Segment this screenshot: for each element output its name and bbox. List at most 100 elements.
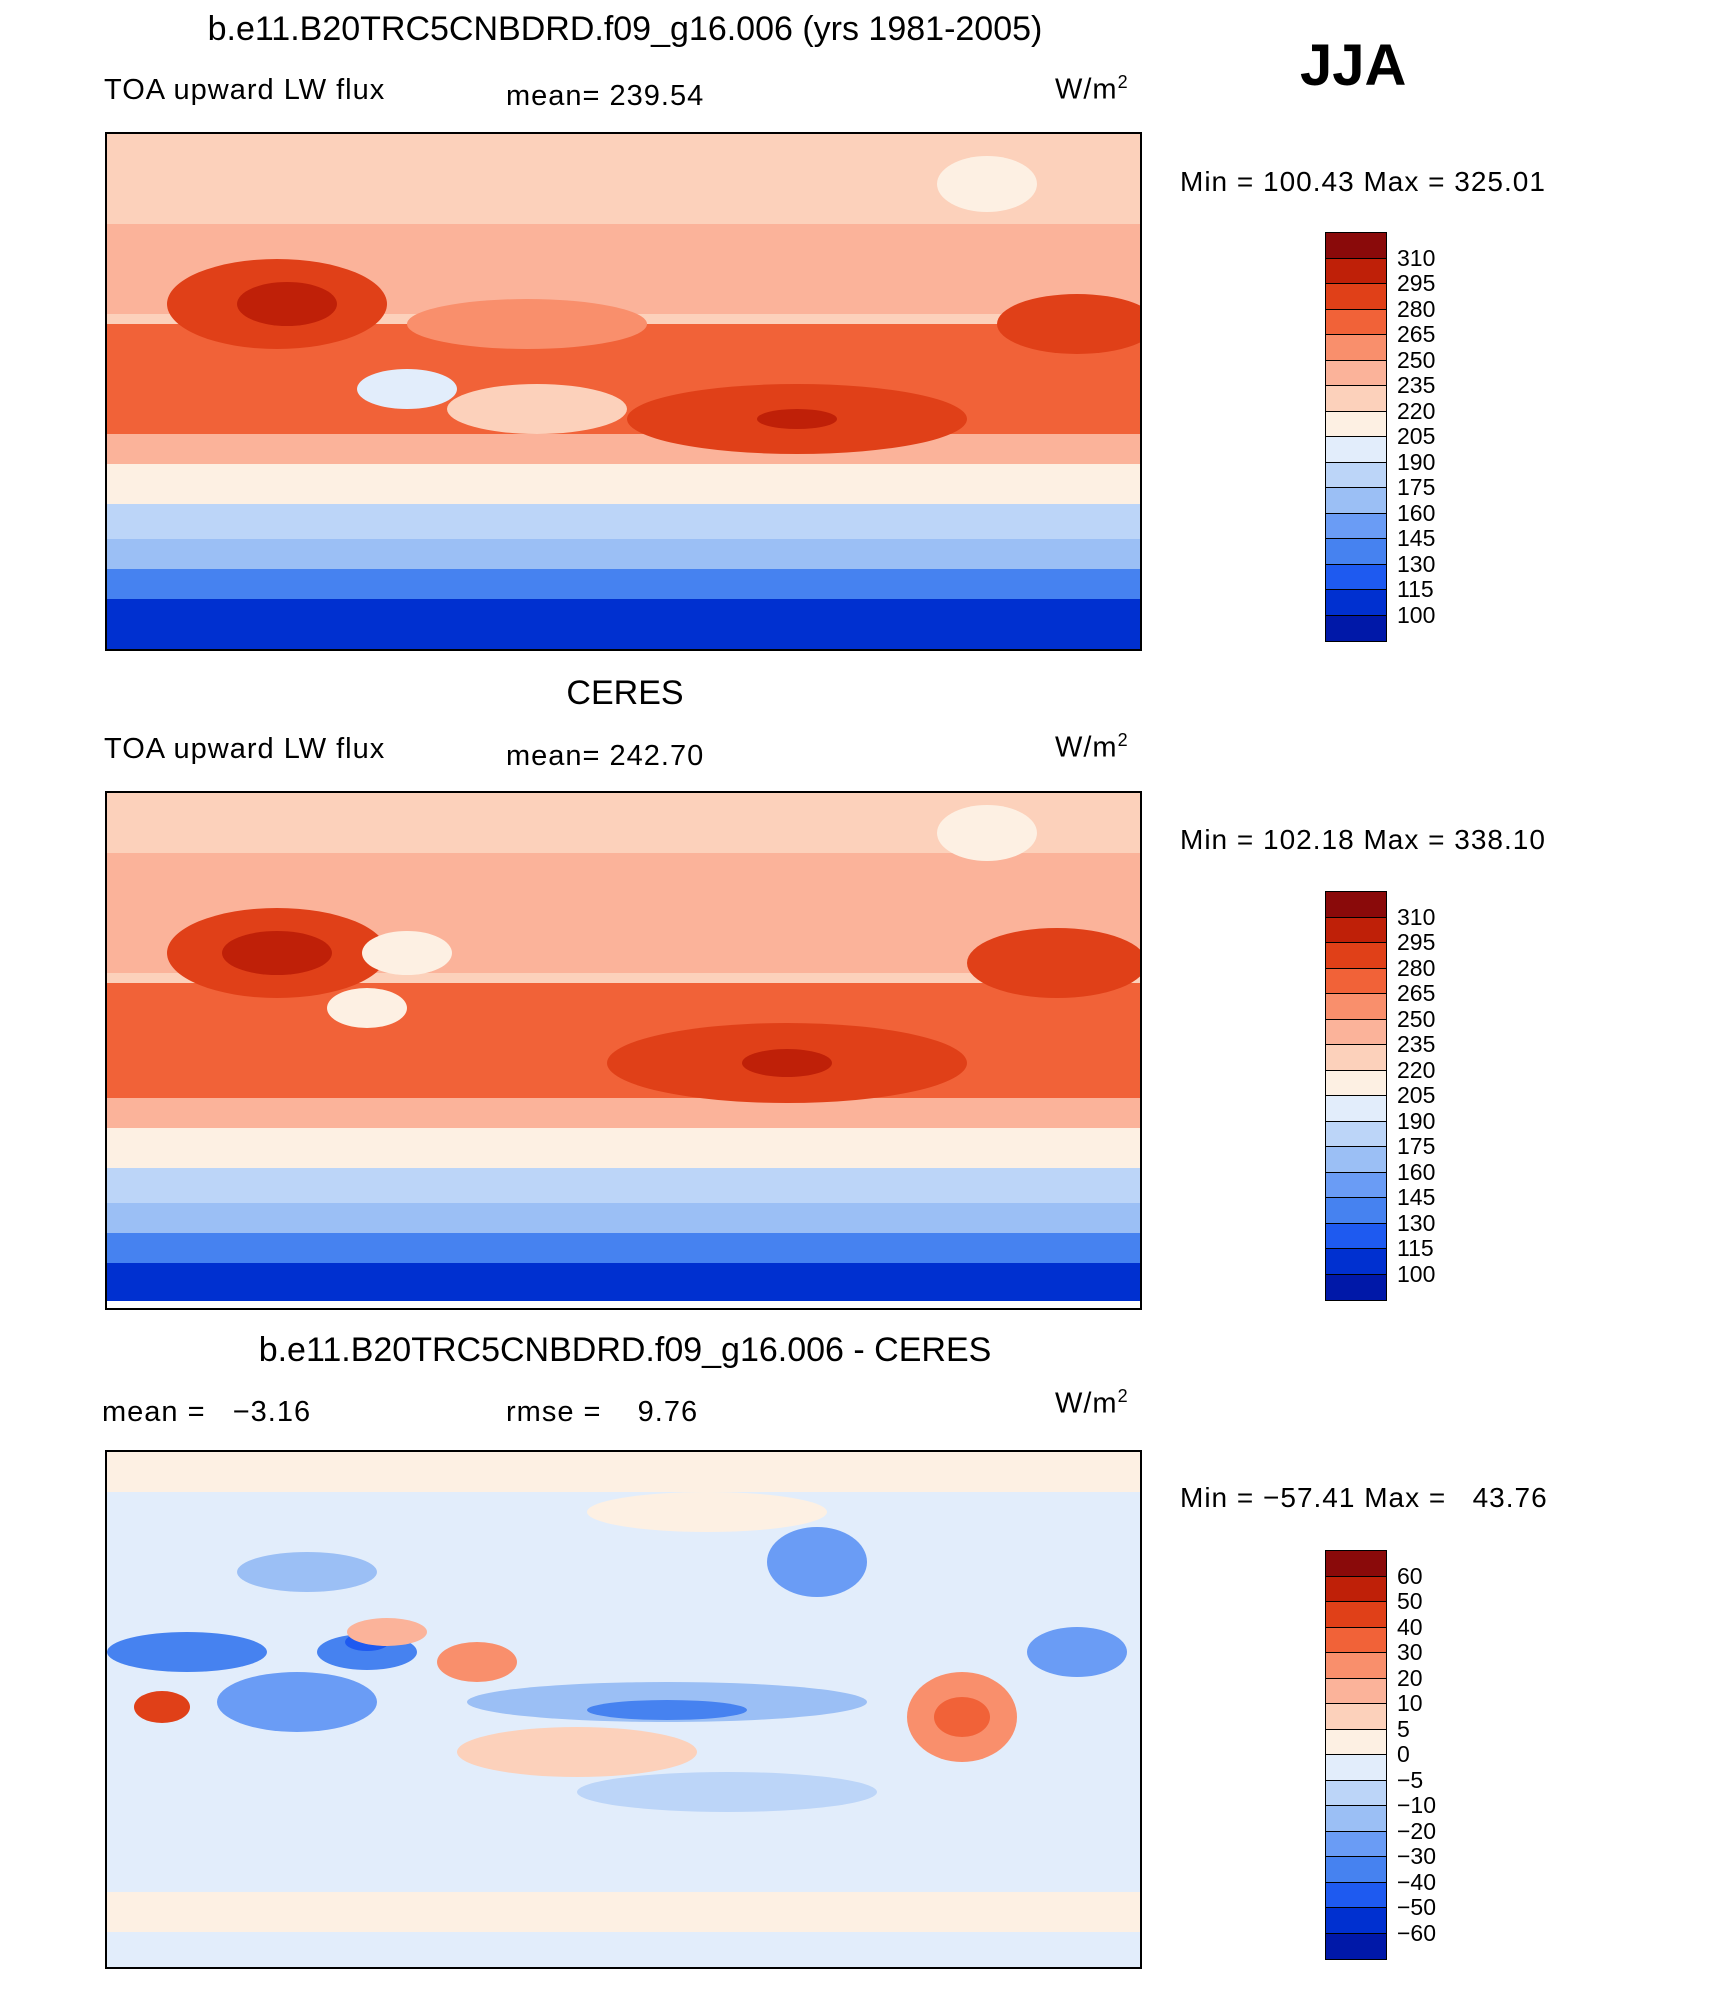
colorbar-tick-label: 145 — [1397, 525, 1436, 551]
colorbar-swatch — [1326, 943, 1386, 969]
colorbar-tick-label: 310 — [1397, 244, 1436, 271]
panel1-colorbar — [1325, 232, 1387, 642]
panel3-minmax: Min = −57.41 Max = 43.76 — [1180, 1482, 1548, 1513]
colorbar-tick-label: 20 — [1397, 1664, 1423, 1691]
colorbar-swatch — [1326, 1831, 1386, 1857]
colorbar-swatch — [1326, 1172, 1386, 1198]
panel3-title: b.e11.B20TRC5CNBDRD.f09_g16.006 - CERES — [258, 1331, 992, 1369]
colorbar-swatch — [1326, 917, 1386, 943]
colorbar-swatch — [1326, 1147, 1386, 1173]
panel1-map — [105, 132, 1142, 651]
colorbar-swatch — [1326, 1857, 1386, 1883]
panel3-colorbar — [1325, 1550, 1387, 1960]
colorbar-swatch — [1326, 1908, 1386, 1934]
panel1-units: W/m2 — [1055, 72, 1129, 106]
colorbar-tick-label: 50 — [1397, 1588, 1423, 1614]
colorbar-swatch — [1326, 590, 1386, 616]
colorbar-tick-label: 115 — [1397, 576, 1434, 602]
colorbar-swatch — [1326, 1576, 1386, 1602]
colorbar-swatch — [1326, 437, 1386, 463]
colorbar-swatch — [1326, 615, 1386, 641]
colorbar-tick-label: −5 — [1397, 1766, 1424, 1793]
colorbar-tick-label: −30 — [1397, 1843, 1437, 1869]
colorbar-tick-label: −40 — [1397, 1868, 1437, 1895]
colorbar-tick-label: 160 — [1397, 499, 1436, 526]
colorbar-swatch — [1326, 1882, 1386, 1908]
colorbar-swatch — [1326, 1121, 1386, 1147]
panel3-mean-label: mean = −3.16 — [102, 1396, 312, 1428]
colorbar-tick-label: 190 — [1397, 1107, 1436, 1134]
colorbar-swatch — [1326, 1551, 1386, 1577]
colorbar-tick-label: 265 — [1397, 321, 1436, 347]
colorbar-tick-label: 235 — [1397, 1031, 1436, 1057]
colorbar-swatch — [1326, 1274, 1386, 1300]
colorbar-swatch — [1326, 968, 1386, 994]
colorbar-swatch — [1326, 1780, 1386, 1806]
colorbar-tick-label: 100 — [1397, 1260, 1436, 1287]
colorbar-swatch — [1326, 1070, 1386, 1096]
colorbar-swatch — [1326, 1627, 1386, 1653]
season-label: JJA — [1300, 33, 1407, 98]
colorbar-tick-label: 250 — [1397, 1005, 1436, 1032]
colorbar-swatch — [1326, 1249, 1386, 1275]
panel2-mean-label: mean= 242.70 — [506, 740, 705, 772]
panel2-map — [105, 791, 1142, 1310]
colorbar-tick-label: 280 — [1397, 954, 1436, 981]
colorbar-swatch — [1326, 539, 1386, 565]
colorbar-tick-label: 310 — [1397, 903, 1436, 930]
colorbar-tick-label: 130 — [1397, 550, 1436, 577]
panel1-variable-label: TOA upward LW flux — [104, 74, 386, 106]
colorbar-tick-label: 280 — [1397, 295, 1436, 322]
colorbar-tick-label: 0 — [1397, 1741, 1410, 1767]
colorbar-tick-label: 130 — [1397, 1209, 1436, 1236]
panel2-variable-label: TOA upward LW flux — [104, 733, 386, 765]
panel3-units: W/m2 — [1055, 1386, 1129, 1420]
colorbar-tick-label: 30 — [1397, 1639, 1423, 1665]
colorbar-tick-label: 205 — [1397, 1082, 1436, 1108]
colorbar-swatch — [1326, 1755, 1386, 1781]
colorbar-tick-label: −20 — [1397, 1817, 1437, 1844]
colorbar-swatch — [1326, 564, 1386, 590]
colorbar-swatch — [1326, 892, 1386, 918]
colorbar-swatch — [1326, 513, 1386, 539]
colorbar-tick-label: 40 — [1397, 1613, 1423, 1640]
colorbar-swatch — [1326, 1653, 1386, 1679]
colorbar-swatch — [1326, 1806, 1386, 1832]
panel2-minmax: Min = 102.18 Max = 338.10 — [1180, 824, 1546, 855]
colorbar-tick-label: 5 — [1397, 1715, 1410, 1742]
colorbar-tick-label: −60 — [1397, 1919, 1437, 1946]
panel2-colorbar — [1325, 891, 1387, 1301]
colorbar-tick-label: 295 — [1397, 929, 1436, 955]
panel2-units: W/m2 — [1055, 730, 1129, 764]
panel1-contour-field — [107, 134, 1140, 649]
colorbar-tick-label: 160 — [1397, 1158, 1436, 1185]
colorbar-swatch — [1326, 1933, 1386, 1959]
colorbar-tick-label: 220 — [1397, 397, 1436, 424]
colorbar-tick-label: 220 — [1397, 1056, 1436, 1083]
colorbar-swatch — [1326, 1198, 1386, 1224]
colorbar-swatch — [1326, 488, 1386, 514]
panel2-title: CERES — [566, 674, 684, 712]
panel2-contour-field — [107, 793, 1140, 1308]
colorbar-swatch — [1326, 360, 1386, 386]
panel3-contour-field — [107, 1452, 1140, 1967]
colorbar-swatch — [1326, 233, 1386, 259]
colorbar-swatch — [1326, 1704, 1386, 1730]
colorbar-swatch — [1326, 994, 1386, 1020]
colorbar-swatch — [1326, 1602, 1386, 1628]
colorbar-swatch — [1326, 1096, 1386, 1122]
colorbar-tick-label: 115 — [1397, 1235, 1434, 1261]
panel3-rmse-label: rmse = 9.76 — [506, 1396, 699, 1428]
colorbar-tick-label: 100 — [1397, 601, 1436, 628]
colorbar-tick-label: 145 — [1397, 1184, 1436, 1210]
colorbar-swatch — [1326, 1678, 1386, 1704]
colorbar-tick-label: 10 — [1397, 1690, 1423, 1716]
colorbar-swatch — [1326, 462, 1386, 488]
colorbar-tick-label: −50 — [1397, 1894, 1437, 1920]
colorbar-swatch — [1326, 309, 1386, 335]
colorbar-swatch — [1326, 1729, 1386, 1755]
colorbar-tick-label: −10 — [1397, 1792, 1437, 1818]
colorbar-tick-label: 205 — [1397, 423, 1436, 449]
colorbar-swatch — [1326, 411, 1386, 437]
colorbar-swatch — [1326, 258, 1386, 284]
